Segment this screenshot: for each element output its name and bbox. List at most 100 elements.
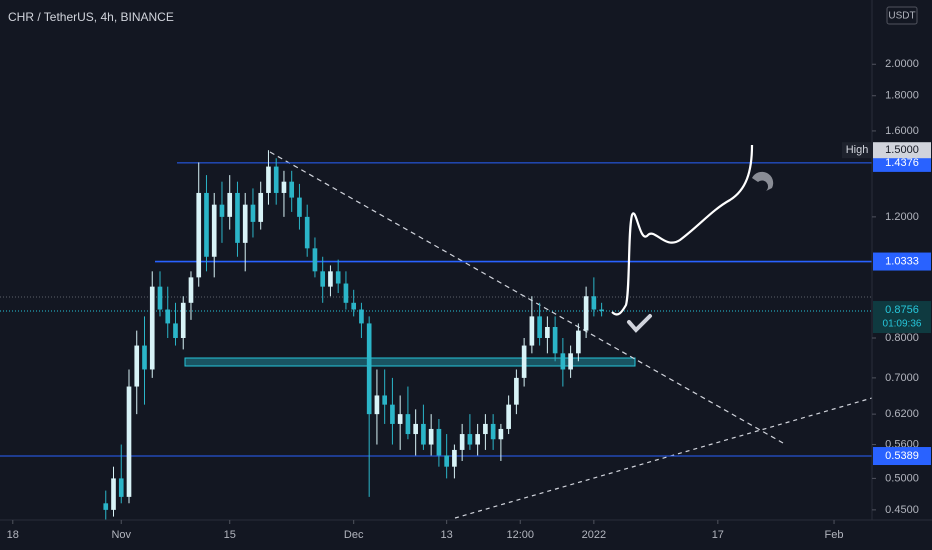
last-price-tag [873,301,931,334]
candle-body [498,428,504,440]
candle-body [219,204,225,217]
candle-body [227,192,233,217]
candle-body [142,345,147,370]
y-tick-label: 1.2000 [885,211,919,223]
high-name-label: High [846,144,869,156]
candle-body [180,302,186,338]
countdown-label: 01:09:36 [883,319,922,330]
support-zone [184,357,636,367]
candle-body [343,283,349,303]
candle-body [351,302,357,310]
candle-body [289,181,295,198]
candle-body [359,309,364,324]
candle-body [111,478,116,510]
candle-body [467,434,473,445]
candle-body [204,192,209,257]
y-tick-label: 0.4500 [885,504,919,516]
level-tag [873,153,931,172]
candle-body [250,204,256,222]
candle-body [537,316,542,338]
candle-body [405,414,411,435]
candle-body [560,353,566,370]
candle-body [444,455,449,467]
candle-body [273,166,279,193]
candle-body [374,395,380,415]
x-tick-label: 18 [7,529,19,541]
candle-body [304,216,310,249]
candles [103,150,604,520]
price-tags: 1.4376 1.0333 0.5389 0.8756 01:09:36 High 1.50… [842,142,931,466]
trend-line [454,397,873,519]
price-axis [872,0,932,550]
x-tick-label: 2022 [582,529,606,541]
currency-label: USDT [888,11,915,22]
level-tag-label: 0.5389 [885,450,919,462]
candle-body [545,326,550,338]
high-tag-label: 1.5000 [885,144,919,156]
candle-body [258,192,264,222]
candle-body [126,386,132,497]
candle-body [297,197,302,217]
last-price-label: 0.8756 [885,304,919,316]
candle-body [173,323,178,338]
candle-body [266,166,271,193]
candle-body [568,353,573,370]
candle-body [521,345,527,378]
drawings [611,144,774,333]
candle-body [428,428,434,445]
candle-body [118,478,124,497]
candle-body [591,296,597,310]
x-tick-label: 13 [441,529,453,541]
candle-body [390,404,395,424]
candle-body [583,296,589,331]
candle-body [328,271,333,287]
candle-body [452,449,457,467]
plot-area [0,151,873,519]
candle-body [599,309,604,312]
candle-body [196,192,202,278]
y-tick-label: 0.8000 [885,332,919,344]
candle-body [552,326,558,354]
candle-body [211,204,217,257]
candle-body [475,434,480,445]
candle-body [459,434,465,450]
candle-body [397,414,403,424]
candle-body [320,271,326,287]
x-tick-label: 15 [224,529,236,541]
candle-body [188,277,194,303]
candle-body [436,428,442,456]
magnet-icon [752,171,774,191]
y-tick-label: 0.5000 [885,472,919,484]
candle-body [483,423,488,435]
candle-body [103,503,109,510]
y-tick-label: 1.6000 [885,125,919,137]
candle-body [366,323,372,415]
high-name-tag [842,142,872,159]
candle-body [335,271,341,284]
high-tag [873,142,931,159]
x-tick-label: 17 [712,529,724,541]
candle-body [157,286,163,310]
candle-body [134,345,140,387]
x-tick-label: Dec [344,529,364,541]
candle-body [382,395,387,405]
currency-box[interactable] [886,6,918,25]
candle-body [312,248,318,272]
candle-body [514,377,519,405]
candle-body [235,192,240,243]
candle-body [576,330,581,354]
check-mark [627,314,652,333]
level-tag [873,447,931,466]
candle-body [413,423,418,435]
candle-body [165,309,171,324]
x-tick-label: Nov [111,529,131,541]
level-tag-label: 1.4376 [885,157,919,169]
y-tick-label: 2.0000 [885,58,919,70]
candle-body [529,316,535,346]
x-tick-label: Feb [825,529,844,541]
candle-body [506,404,511,429]
y-tick-label: 0.6200 [885,408,919,420]
y-tick-label: 0.7000 [885,372,919,384]
candle-body [421,423,426,445]
